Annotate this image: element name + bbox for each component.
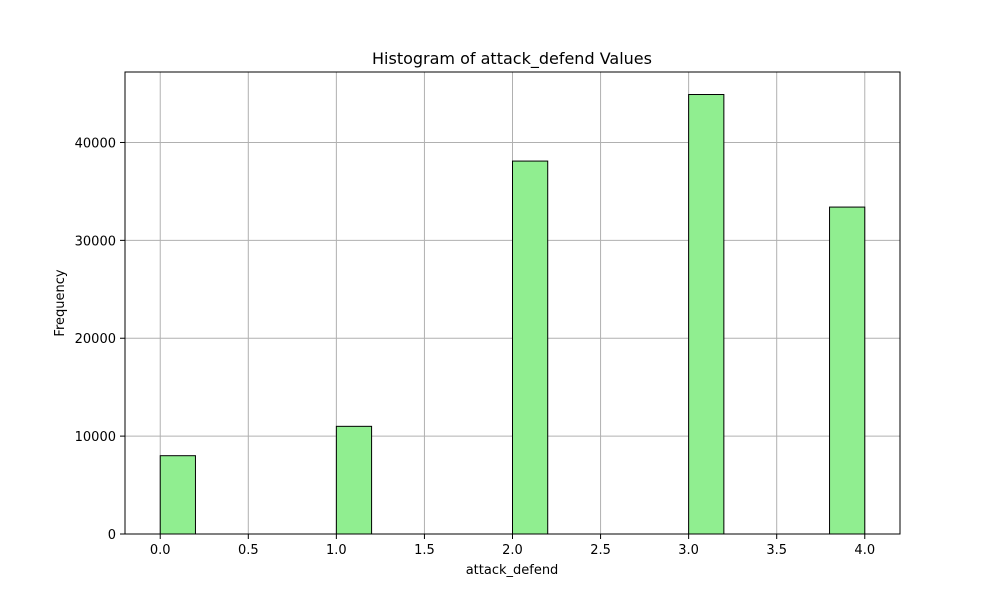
x-tick-label: 1.5 bbox=[414, 543, 435, 558]
x-tick-label: 2.0 bbox=[502, 543, 523, 558]
x-tick-label: 3.0 bbox=[678, 543, 699, 558]
x-tick-label: 3.5 bbox=[766, 543, 787, 558]
histogram-bar bbox=[688, 94, 725, 535]
histogram-bar bbox=[829, 206, 866, 535]
x-tick-label: 0.5 bbox=[238, 543, 259, 558]
histogram-bar bbox=[335, 425, 373, 535]
x-tick-label: 2.5 bbox=[590, 543, 611, 558]
histogram-bar bbox=[159, 455, 196, 535]
y-tick-label: 0 bbox=[108, 528, 116, 543]
histogram-bars bbox=[159, 94, 866, 535]
chart-title: Histogram of attack_defend Values bbox=[372, 49, 652, 69]
x-tick-label: 0.0 bbox=[150, 543, 171, 558]
x-axis-label: attack_defend bbox=[466, 563, 559, 578]
y-tick-label: 10000 bbox=[75, 430, 116, 445]
x-axis-ticks: 0.0 0.5 1.0 1.5 2.0 2.5 3.0 3.5 4.0 bbox=[150, 534, 875, 558]
y-tick-label: 30000 bbox=[75, 234, 116, 249]
y-axis-label: Frequency bbox=[53, 269, 68, 336]
histogram-bar bbox=[512, 160, 549, 535]
x-tick-label: 4.0 bbox=[854, 543, 875, 558]
x-tick-label: 1.0 bbox=[326, 543, 347, 558]
y-tick-label: 40000 bbox=[75, 136, 116, 151]
y-tick-label: 20000 bbox=[75, 332, 116, 347]
y-axis-ticks: 0 10000 20000 30000 40000 bbox=[75, 136, 125, 543]
